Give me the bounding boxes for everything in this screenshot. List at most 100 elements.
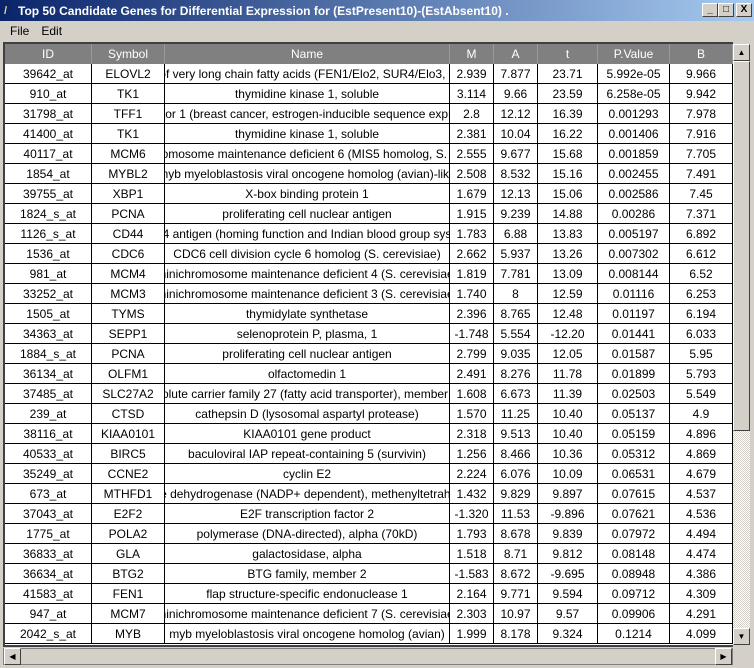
cell-text: 4.9 (692, 406, 710, 421)
table-row[interactable]: 34363_at SEPP1 selenoprotein P, plasma, 1 -… (5, 324, 733, 344)
cell-m: 2.303 (450, 604, 494, 624)
minimize-button[interactable]: _ (702, 3, 718, 17)
cell-t: 10.09 (538, 464, 598, 484)
cell-symbol: MYBL2 (92, 164, 165, 184)
column-header-m[interactable]: M (450, 44, 494, 64)
column-header-pvalue[interactable]: P.Value (598, 44, 670, 64)
column-header-id[interactable]: ID (5, 44, 92, 64)
table-row[interactable]: 1505_at TYMS thymidylate synthetase 2.396 8.… (5, 304, 733, 324)
cell-b: 7.371 (670, 204, 733, 224)
cell-pvalue: 5.992e-05 (598, 64, 670, 84)
table-row[interactable]: 40533_at BIRC5 baculoviral IAP repeat-cont… (5, 444, 733, 464)
maximize-button[interactable]: □ (718, 3, 734, 17)
table-row[interactable]: 35249_at CCNE2 cyclin E2 2.224 6.076 10.09 0.0… (5, 464, 733, 484)
cell-t: 23.71 (538, 64, 598, 84)
table-row[interactable]: 673_at MTHFD1 methylenetetrahydrofolate de… (5, 484, 733, 504)
table-row[interactable]: 40117_at MCM6 minichromosome maintenance d… (5, 144, 733, 164)
table-row[interactable]: 41400_at TK1 thymidine kinase 1, soluble 2.… (5, 124, 733, 144)
cell-a: 8.765 (494, 304, 538, 324)
horizontal-scrollbar[interactable]: ◀ ▶ (3, 648, 733, 665)
cell-t: 23.59 (538, 84, 598, 104)
table-row[interactable]: 2042_s_at MYB myb myeloblastosis viral onc… (5, 624, 733, 644)
cell-m: 2.799 (450, 344, 494, 364)
table-row[interactable]: 39755_at XBP1 X-box binding protein 1 1.679… (5, 184, 733, 204)
table-row[interactable]: 37485_at SLC27A2 solute carrier family 27 … (5, 384, 733, 404)
cell-text: BTG2 (112, 566, 144, 581)
cell-symbol: E2F2 (92, 504, 165, 524)
table-row[interactable]: 36134_at OLFM1 olfactomedin 1 2.491 8.276 11.… (5, 364, 733, 384)
cell-text: 40117_at (23, 146, 73, 161)
cell-m: 2.224 (450, 464, 494, 484)
cell-m: -1.320 (450, 504, 494, 524)
cell-text: 38116_at (23, 426, 73, 441)
cell-text: -9.896 (550, 506, 585, 521)
table-row[interactable]: 39642_at ELOVL2 elongation of very long ch… (5, 64, 733, 84)
scroll-right-arrow-icon[interactable]: ▶ (715, 648, 732, 665)
cell-symbol: CD44 (92, 224, 165, 244)
table-row[interactable]: 38116_at KIAA0101 KIAA0101 gene product 2.3… (5, 424, 733, 444)
cell-text: TFF1 (113, 106, 143, 121)
cell-name: proliferating cell nuclear antigen (165, 204, 450, 224)
column-header-b[interactable]: B (670, 44, 733, 64)
cell-b: 4.386 (670, 564, 733, 584)
cell-id: 33252_at (5, 284, 92, 304)
cell-text: 8.466 (500, 446, 531, 461)
scroll-down-arrow-icon[interactable]: ▼ (733, 628, 750, 645)
close-button[interactable]: X (736, 3, 752, 17)
cell-pvalue: 0.01587 (598, 344, 670, 364)
cell-t: 12.05 (538, 344, 598, 364)
menu-file[interactable]: File (10, 24, 30, 38)
cell-text: 4.537 (685, 486, 717, 501)
table-row[interactable]: 1126_s_at CD44 CD44 antigen (homing functi… (5, 224, 733, 244)
table-row[interactable]: 1775_at POLA2 polymerase (DNA-directed), a… (5, 524, 733, 544)
cell-text: myb myeloblastosis viral oncogene homolo… (169, 626, 445, 641)
table-row[interactable]: 1536_at CDC6 CDC6 cell division cycle 6 ho… (5, 244, 733, 264)
cell-a: 8 (494, 284, 538, 304)
column-header-name[interactable]: Name (165, 44, 450, 64)
cell-text: proliferating cell nuclear antigen (222, 346, 392, 361)
table-row[interactable]: 31798_at TFF1 trefoil factor 1 (breast can… (5, 104, 733, 124)
table-row[interactable]: 1824_s_at PCNA proliferating cell nuclear … (5, 204, 733, 224)
cell-id: 40117_at (5, 144, 92, 164)
table-row[interactable]: 1854_at MYBL2 v-myb myeloblastosis viral o… (5, 164, 733, 184)
column-header-symbol[interactable]: Symbol (92, 44, 165, 64)
cell-a: 9.66 (494, 84, 538, 104)
column-header-t[interactable]: t (538, 44, 598, 64)
cell-b: 4.537 (670, 484, 733, 504)
table-row[interactable]: 1884_s_at PCNA proliferating cell nuclear … (5, 344, 733, 364)
cell-text: E2F transcription factor 2 (239, 506, 375, 521)
scroll-thumb[interactable] (733, 61, 750, 431)
table-row[interactable]: 981_at MCM4 minichromosome maintenance def… (5, 264, 733, 284)
cell-text: 0.002455 (608, 166, 659, 181)
menu-bar: File Edit (0, 22, 68, 40)
table-row[interactable]: 33252_at MCM3 minichromosome maintenance d… (5, 284, 733, 304)
cell-symbol: MCM7 (92, 604, 165, 624)
scroll-up-arrow-icon[interactable]: ▲ (733, 44, 750, 61)
column-header-a[interactable]: A (494, 44, 538, 64)
cell-t: 9.839 (538, 524, 598, 544)
cell-text: 0.02503 (611, 386, 656, 401)
cell-id: 1884_s_at (5, 344, 92, 364)
cell-text: 7.781 (500, 266, 531, 281)
table-row[interactable]: 910_at TK1 thymidine kinase 1, soluble 3.11… (5, 84, 733, 104)
table-row[interactable]: 37043_at E2F2 E2F transcription factor 2 -1… (5, 504, 733, 524)
cell-text: 8.678 (500, 526, 531, 541)
cell-text: 9.812 (552, 546, 583, 561)
table-row[interactable]: 41583_at FEN1 flap structure-specific endo… (5, 584, 733, 604)
cell-a: 12.12 (494, 104, 538, 124)
table-row[interactable]: 947_at MCM7 minichromosome maintenance def… (5, 604, 733, 624)
cell-text: 6.076 (500, 466, 531, 481)
cell-text: 1.793 (456, 526, 487, 541)
cell-name: BTG family, member 2 (165, 564, 450, 584)
cell-symbol: MTHFD1 (92, 484, 165, 504)
menu-edit[interactable]: Edit (41, 24, 63, 38)
cell-text: 1.819 (456, 266, 487, 281)
cell-m: 1.819 (450, 264, 494, 284)
table-row[interactable]: 239_at CTSD cathepsin D (lysosomal asparty… (5, 404, 733, 424)
cell-text: 9.57 (555, 606, 580, 621)
scroll-left-arrow-icon[interactable]: ◀ (4, 648, 21, 665)
vertical-scrollbar[interactable]: ▲ ▼ (733, 44, 750, 645)
table-row[interactable]: 36634_at BTG2 BTG family, member 2 -1.583 8.… (5, 564, 733, 584)
table-row[interactable]: 36833_at GLA galactosidase, alpha 1.518 8.71… (5, 544, 733, 564)
cell-text: TYMS (111, 306, 145, 321)
